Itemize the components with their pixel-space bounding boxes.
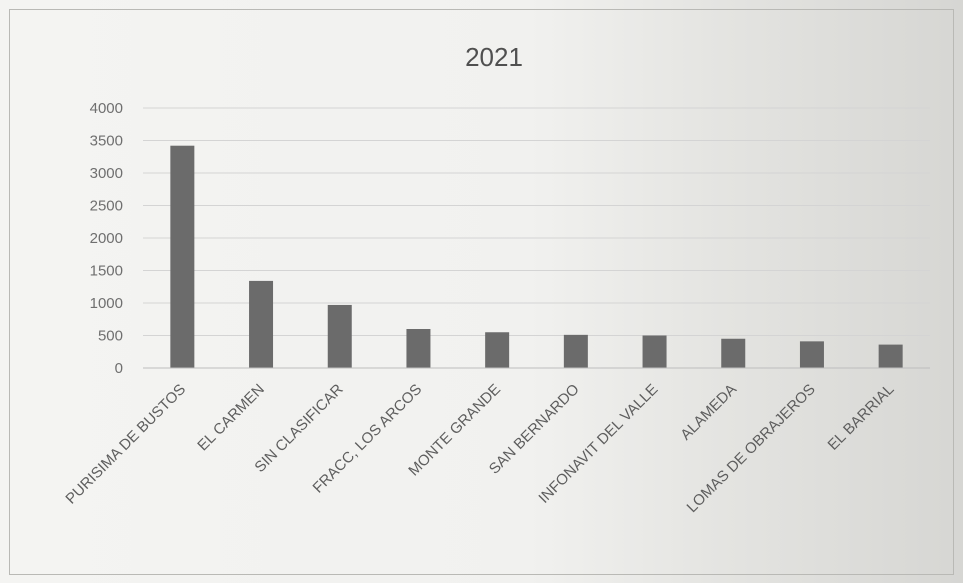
bar (485, 332, 510, 368)
x-category-label: ALAMEDA (677, 381, 740, 444)
bar (249, 280, 274, 368)
y-tick-label: 4000 (90, 100, 123, 117)
y-tick-label: 1500 (90, 263, 123, 280)
y-tick-label: 500 (98, 328, 123, 345)
bar (878, 344, 903, 368)
x-category-label: LOMAS DE OBRAJEROS (684, 381, 819, 516)
y-tick-label: 3000 (90, 165, 123, 182)
x-category-label: PURISIMA DE BUSTOS (62, 381, 189, 508)
bar (563, 334, 588, 368)
x-category-label: EL CARMEN (194, 381, 268, 455)
grid-lines (143, 107, 930, 336)
y-tick-label: 3500 (90, 133, 123, 150)
chart-border (9, 9, 954, 575)
y-tick-label: 2000 (90, 230, 123, 247)
bar (721, 338, 746, 368)
x-category-label: EL BARRIAL (825, 381, 898, 454)
y-axis-ticks: 0 500 1000 1500 2000 2500 3000 3500 4000 (90, 100, 123, 377)
bar (170, 145, 195, 368)
bar (799, 341, 824, 368)
y-tick-label: 2500 (90, 198, 123, 215)
bar (327, 304, 352, 368)
bar (406, 329, 431, 368)
bar (642, 335, 667, 368)
chart-title: 2021 (465, 42, 523, 72)
y-tick-label: 1000 (90, 295, 123, 312)
bars (170, 145, 903, 368)
y-tick-label: 0 (115, 360, 123, 377)
